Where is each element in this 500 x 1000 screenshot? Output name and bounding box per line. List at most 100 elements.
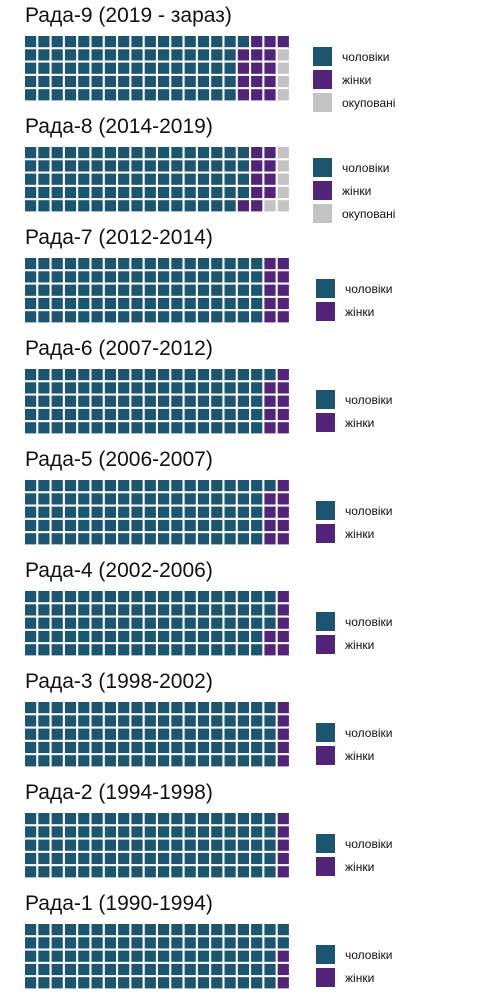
waffle-cell: [52, 977, 63, 988]
waffle-cell: [145, 271, 156, 282]
waffle-cell: [78, 604, 89, 615]
waffle-cell: [38, 49, 49, 60]
legend-swatch: [313, 47, 332, 66]
waffle-cell: [38, 369, 49, 380]
waffle-cell: [211, 174, 222, 185]
waffle-cell: [52, 507, 63, 518]
waffle-cell: [158, 924, 169, 935]
waffle-cell: [225, 840, 236, 851]
waffle-cell: [105, 937, 116, 948]
waffle-cell: [92, 826, 103, 837]
waffle-cell: [264, 840, 275, 851]
waffle-cell: [145, 520, 156, 531]
waffle-cell: [92, 618, 103, 629]
waffle-cell: [25, 507, 36, 518]
waffle-cell: [211, 853, 222, 864]
waffle-cell: [65, 382, 76, 393]
waffle-cell: [251, 591, 262, 602]
waffle-cell: [92, 507, 103, 518]
legend-label: чоловіки: [345, 948, 392, 962]
waffle-cell: [185, 200, 196, 211]
waffle-cell: [211, 36, 222, 47]
waffle-cell: [78, 311, 89, 322]
waffle-cell: [185, 258, 196, 269]
waffle-cell: [118, 258, 129, 269]
waffle-cell: [78, 36, 89, 47]
waffle-cell: [131, 507, 142, 518]
waffle-cell: [65, 840, 76, 851]
waffle-cell: [145, 631, 156, 642]
legend-label: чоловіки: [345, 726, 392, 740]
waffle-cell: [92, 298, 103, 309]
waffle-cell: [131, 813, 142, 824]
waffle-cell: [158, 715, 169, 726]
waffle-cell: [211, 618, 222, 629]
waffle-cell: [92, 311, 103, 322]
waffle-cell: [225, 520, 236, 531]
waffle-cell: [225, 298, 236, 309]
waffle-cell: [171, 369, 182, 380]
waffle-cell: [198, 618, 209, 629]
waffle-cell: [92, 937, 103, 948]
waffle-cell: [198, 604, 209, 615]
waffle-cell: [251, 147, 262, 158]
waffle-cell: [171, 604, 182, 615]
waffle-cell: [65, 951, 76, 962]
waffle-cell: [78, 520, 89, 531]
waffle-cell: [65, 507, 76, 518]
waffle-cell: [185, 298, 196, 309]
waffle-cell: [278, 422, 289, 433]
waffle-cell: [38, 924, 49, 935]
waffle-cell: [131, 937, 142, 948]
waffle-cell: [198, 591, 209, 602]
waffle-cell: [38, 36, 49, 47]
waffle-cell: [118, 826, 129, 837]
waffle-cell: [25, 715, 36, 726]
waffle-cell: [185, 285, 196, 296]
waffle-cell: [264, 258, 275, 269]
waffle-cell: [118, 76, 129, 87]
waffle-cell: [171, 826, 182, 837]
waffle-cell: [145, 533, 156, 544]
waffle-cell: [225, 755, 236, 766]
waffle-cell: [251, 742, 262, 753]
waffle-cell: [118, 729, 129, 740]
waffle-cell: [211, 147, 222, 158]
waffle-cell: [78, 866, 89, 877]
waffle-cell: [65, 964, 76, 975]
waffle-cell: [211, 49, 222, 60]
waffle-cell: [105, 480, 116, 491]
waffle-cell: [52, 604, 63, 615]
waffle-cell: [78, 742, 89, 753]
waffle-cell: [238, 631, 249, 642]
waffle-cell: [225, 853, 236, 864]
waffle-cell: [118, 702, 129, 713]
waffle-cell: [145, 924, 156, 935]
legend-label: чоловіки: [345, 837, 392, 851]
waffle-cell: [171, 951, 182, 962]
waffle-cell: [105, 520, 116, 531]
waffle-cell: [211, 369, 222, 380]
waffle-cell: [78, 644, 89, 655]
legend-swatch: [316, 968, 335, 987]
waffle-cell: [158, 396, 169, 407]
waffle-cell: [52, 49, 63, 60]
waffle-cell: [225, 271, 236, 282]
waffle-cell: [118, 298, 129, 309]
waffle-cell: [105, 702, 116, 713]
waffle-cell: [264, 755, 275, 766]
waffle-cell: [264, 591, 275, 602]
waffle-cell: [25, 271, 36, 282]
waffle-cell: [198, 160, 209, 171]
waffle-cell: [225, 49, 236, 60]
waffle-cell: [158, 258, 169, 269]
waffle-cell: [171, 200, 182, 211]
waffle-cell: [105, 271, 116, 282]
waffle-cell: [65, 36, 76, 47]
waffle-cell: [65, 76, 76, 87]
waffle-cell: [65, 49, 76, 60]
waffle-cell: [25, 977, 36, 988]
waffle-cell: [198, 63, 209, 74]
waffle-cell: [38, 493, 49, 504]
waffle-cell: [185, 840, 196, 851]
